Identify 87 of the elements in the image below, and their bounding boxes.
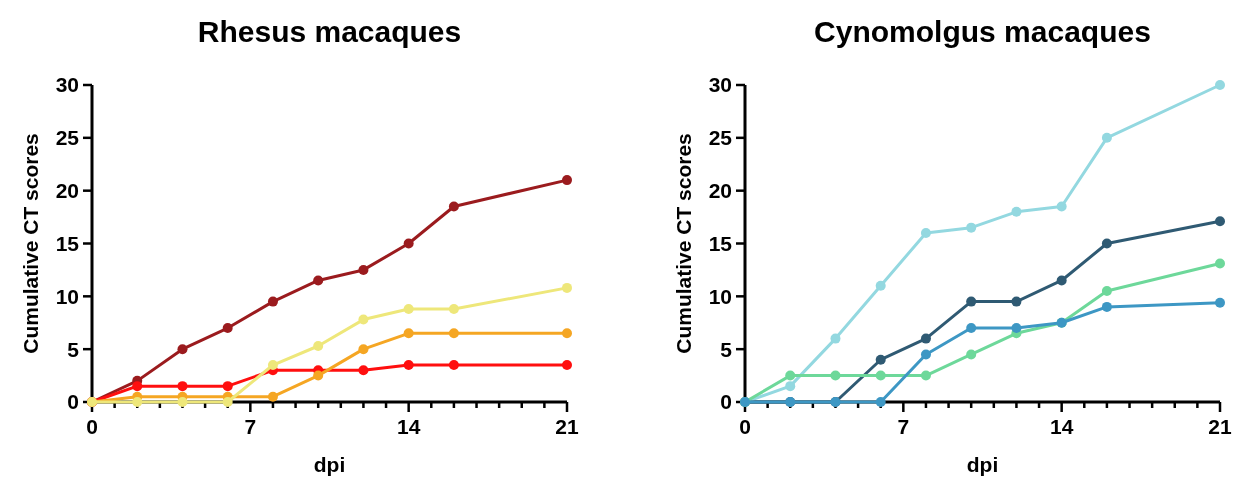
- point: [1215, 258, 1225, 269]
- point: [1101, 301, 1112, 312]
- point: [1101, 132, 1112, 143]
- point: [267, 360, 278, 371]
- point: [177, 381, 188, 392]
- point: [177, 397, 188, 407]
- point: [920, 349, 931, 360]
- x-tick-label: 0: [739, 415, 751, 438]
- point: [562, 282, 572, 293]
- point: [313, 275, 324, 286]
- point: [1101, 286, 1112, 297]
- point: [132, 381, 143, 392]
- point: [875, 370, 886, 381]
- chart-title: Rhesus macaques: [197, 15, 462, 48]
- point: [562, 360, 572, 371]
- x-tick-label: 0: [86, 415, 98, 438]
- y-tick-label: 10: [55, 284, 79, 308]
- y-tick-label: 20: [55, 179, 79, 203]
- point: [966, 222, 977, 233]
- x-axis-title: dpi: [313, 453, 346, 476]
- point: [358, 264, 369, 275]
- point: [358, 365, 369, 376]
- point: [920, 333, 931, 344]
- point: [313, 370, 324, 381]
- point: [1011, 206, 1022, 217]
- x-tick-label: 21: [555, 415, 579, 438]
- point: [403, 328, 414, 339]
- x-axis-title: dpi: [966, 453, 999, 476]
- point: [448, 304, 459, 315]
- point: [1215, 216, 1225, 227]
- y-tick-label: 5: [720, 337, 733, 361]
- point: [1011, 323, 1022, 334]
- point: [403, 360, 414, 371]
- point: [562, 328, 572, 339]
- point: [267, 296, 278, 307]
- point: [222, 323, 233, 334]
- x-tick-label: 14: [1049, 415, 1074, 438]
- x-tick-label: 21: [1208, 415, 1232, 438]
- y-tick-label: 30: [55, 73, 79, 97]
- point: [1101, 238, 1112, 249]
- x-tick-label: 7: [244, 415, 257, 438]
- point: [1215, 297, 1225, 308]
- y-tick-label: 10: [708, 284, 732, 308]
- point: [222, 397, 233, 407]
- y-axis-title: Cumulative CT scores: [672, 133, 695, 354]
- point: [1056, 275, 1067, 286]
- point: [875, 354, 886, 365]
- point: [403, 304, 414, 315]
- chart-title: Cynomolgus macaques: [814, 15, 1151, 48]
- point: [448, 360, 459, 371]
- y-tick-label: 0: [720, 390, 732, 414]
- point: [358, 344, 369, 355]
- point: [358, 314, 369, 325]
- y-tick-label: 25: [55, 126, 80, 150]
- point: [448, 328, 459, 339]
- y-tick-label: 15: [55, 231, 80, 255]
- point: [966, 296, 977, 307]
- x-tick-label: 14: [396, 415, 421, 438]
- point: [785, 381, 796, 392]
- y-tick-label: 15: [708, 231, 733, 255]
- point: [132, 397, 143, 407]
- point: [966, 349, 977, 360]
- point: [966, 323, 977, 334]
- point: [562, 175, 572, 186]
- point: [222, 381, 233, 392]
- point: [920, 370, 931, 381]
- y-tick-label: 20: [708, 179, 732, 203]
- point: [830, 370, 841, 381]
- point: [403, 238, 414, 249]
- point: [920, 227, 931, 238]
- x-tick-label: 7: [897, 415, 910, 438]
- point: [448, 201, 459, 212]
- point: [313, 341, 324, 351]
- point: [1011, 296, 1022, 307]
- point: [830, 333, 841, 344]
- point: [875, 397, 886, 407]
- y-tick-label: 25: [708, 126, 733, 150]
- y-tick-label: 30: [708, 73, 732, 97]
- y-tick-label: 0: [67, 390, 79, 414]
- point: [1056, 201, 1067, 212]
- point: [875, 280, 886, 291]
- point: [785, 370, 796, 381]
- point: [267, 391, 278, 402]
- y-axis-title: Cumulative CT scores: [19, 133, 42, 354]
- point: [177, 344, 188, 355]
- y-tick-label: 5: [67, 337, 80, 361]
- point: [1215, 80, 1225, 90]
